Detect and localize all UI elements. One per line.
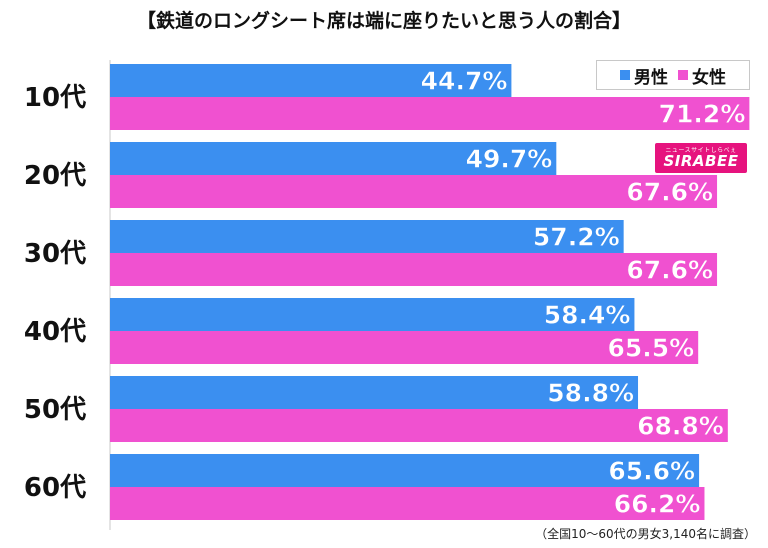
- bar-male: [110, 142, 557, 175]
- legend-label-male: 男性: [634, 67, 668, 88]
- data-label: 58.4%: [544, 301, 631, 330]
- data-label: 44.7%: [421, 67, 508, 96]
- bar-female: [110, 253, 718, 286]
- category-label: 60代: [24, 473, 86, 503]
- data-label: 65.6%: [608, 457, 695, 486]
- chart-title: 【鉄道のロングシート席は端に座りたいと思う人の割合】: [136, 10, 631, 32]
- legend-item-female: 女性: [678, 63, 726, 88]
- bar-female: [110, 331, 699, 364]
- category-label: 30代: [24, 239, 86, 269]
- category-label: 10代: [24, 83, 86, 113]
- data-label: 49.7%: [466, 145, 553, 174]
- data-label: 71.2%: [659, 100, 746, 129]
- category-label: 40代: [24, 317, 86, 347]
- legend-label-female: 女性: [692, 67, 726, 88]
- data-label: 58.8%: [547, 379, 634, 408]
- bar-female: [110, 97, 750, 130]
- legend: 男性 女性: [596, 60, 750, 90]
- logo-name: SIRABEE: [663, 151, 739, 170]
- category-label: 50代: [24, 395, 86, 425]
- logo-tagline: ニュースサイトしらべぇ: [665, 146, 737, 154]
- data-label: 68.8%: [637, 412, 724, 441]
- data-label: 67.6%: [626, 256, 713, 285]
- category-label: 20代: [24, 161, 86, 191]
- bar-male: [110, 220, 624, 253]
- data-label: 57.2%: [533, 223, 620, 252]
- bar-male: [110, 454, 700, 487]
- legend-item-male: 男性: [620, 63, 668, 88]
- legend-swatch-female: [678, 70, 688, 80]
- bar-female: [110, 487, 705, 520]
- legend-swatch-male: [620, 70, 630, 80]
- bar-male: [110, 64, 512, 97]
- bar-male: [110, 298, 635, 331]
- bar-female: [110, 409, 728, 442]
- footnote: （全国10～60代の男女3,140名に調査）: [535, 527, 756, 541]
- bar-male: [110, 376, 639, 409]
- bar-female: [110, 175, 718, 208]
- data-label: 65.5%: [607, 334, 694, 363]
- data-label: 67.6%: [626, 178, 713, 207]
- data-label: 66.2%: [614, 490, 701, 519]
- sirabee-logo: ニュースサイトしらべぇ SIRABEE: [655, 143, 747, 173]
